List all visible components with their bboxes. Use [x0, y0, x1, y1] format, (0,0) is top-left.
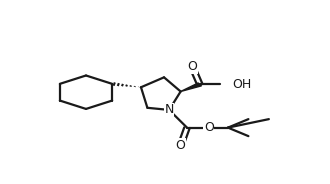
Text: O: O [176, 139, 185, 152]
Text: N: N [164, 103, 174, 116]
Text: O: O [204, 121, 214, 134]
Polygon shape [181, 83, 202, 91]
Text: O: O [187, 60, 197, 73]
Text: OH: OH [232, 78, 251, 91]
